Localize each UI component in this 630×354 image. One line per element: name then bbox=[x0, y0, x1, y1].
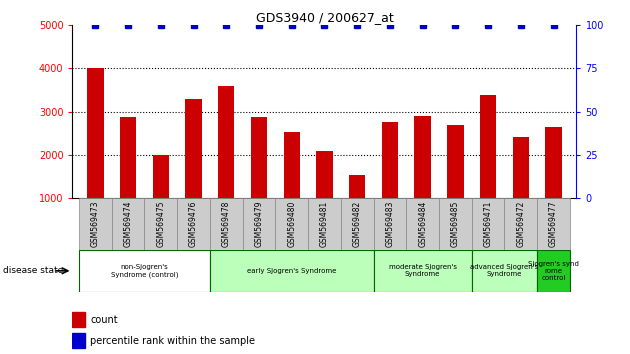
Text: GSM569481: GSM569481 bbox=[320, 201, 329, 247]
Bar bbox=[218, 86, 234, 198]
Bar bbox=[152, 155, 169, 198]
Bar bbox=[316, 150, 333, 198]
Title: GDS3940 / 200627_at: GDS3940 / 200627_at bbox=[256, 11, 393, 24]
Text: GSM569484: GSM569484 bbox=[418, 201, 427, 247]
Text: GSM569478: GSM569478 bbox=[222, 201, 231, 247]
Text: Sjogren's synd
rome
control: Sjogren's synd rome control bbox=[528, 261, 579, 281]
Bar bbox=[308, 198, 341, 250]
Bar bbox=[374, 198, 406, 250]
Text: GSM569475: GSM569475 bbox=[156, 201, 165, 247]
Bar bbox=[177, 198, 210, 250]
Bar bbox=[341, 198, 374, 250]
Text: disease state: disease state bbox=[3, 266, 64, 275]
Text: early Sjogren's Syndrome: early Sjogren's Syndrome bbox=[247, 268, 336, 274]
Bar bbox=[349, 175, 365, 198]
Text: GSM569476: GSM569476 bbox=[189, 201, 198, 247]
Bar bbox=[275, 198, 308, 250]
Bar bbox=[480, 95, 496, 198]
Bar bbox=[112, 198, 144, 250]
Bar bbox=[185, 98, 202, 198]
Bar bbox=[447, 125, 464, 198]
Bar bbox=[505, 198, 537, 250]
Text: GSM569477: GSM569477 bbox=[549, 201, 558, 247]
Text: percentile rank within the sample: percentile rank within the sample bbox=[90, 336, 255, 346]
Bar bbox=[79, 198, 112, 250]
Text: GSM569474: GSM569474 bbox=[123, 201, 132, 247]
Bar bbox=[537, 250, 570, 292]
Text: GSM569479: GSM569479 bbox=[255, 201, 263, 247]
Text: GSM569482: GSM569482 bbox=[353, 201, 362, 247]
Bar bbox=[72, 312, 85, 327]
Bar bbox=[120, 117, 136, 198]
Bar bbox=[472, 198, 505, 250]
Text: non-Sjogren's
Syndrome (control): non-Sjogren's Syndrome (control) bbox=[111, 264, 178, 278]
Bar bbox=[546, 127, 562, 198]
Text: advanced Sjogren's
Syndrome: advanced Sjogren's Syndrome bbox=[471, 264, 539, 277]
Bar bbox=[87, 68, 103, 198]
Bar bbox=[79, 250, 210, 292]
Text: GSM569471: GSM569471 bbox=[484, 201, 493, 247]
Text: GSM569483: GSM569483 bbox=[386, 201, 394, 247]
Bar bbox=[513, 137, 529, 198]
Bar bbox=[415, 116, 431, 198]
Bar bbox=[374, 250, 472, 292]
Bar bbox=[210, 198, 243, 250]
Bar bbox=[537, 198, 570, 250]
Bar bbox=[472, 250, 537, 292]
Text: GSM569472: GSM569472 bbox=[517, 201, 525, 247]
Bar bbox=[439, 198, 472, 250]
Bar bbox=[406, 198, 439, 250]
Bar bbox=[251, 117, 267, 198]
Bar bbox=[72, 333, 85, 348]
Bar bbox=[210, 250, 374, 292]
Bar bbox=[144, 198, 177, 250]
Text: count: count bbox=[90, 315, 118, 325]
Text: GSM569485: GSM569485 bbox=[451, 201, 460, 247]
Text: moderate Sjogren's
Syndrome: moderate Sjogren's Syndrome bbox=[389, 264, 457, 277]
Text: GSM569473: GSM569473 bbox=[91, 201, 100, 247]
Bar bbox=[243, 198, 275, 250]
Text: GSM569480: GSM569480 bbox=[287, 201, 296, 247]
Bar bbox=[284, 132, 300, 198]
Bar bbox=[382, 122, 398, 198]
